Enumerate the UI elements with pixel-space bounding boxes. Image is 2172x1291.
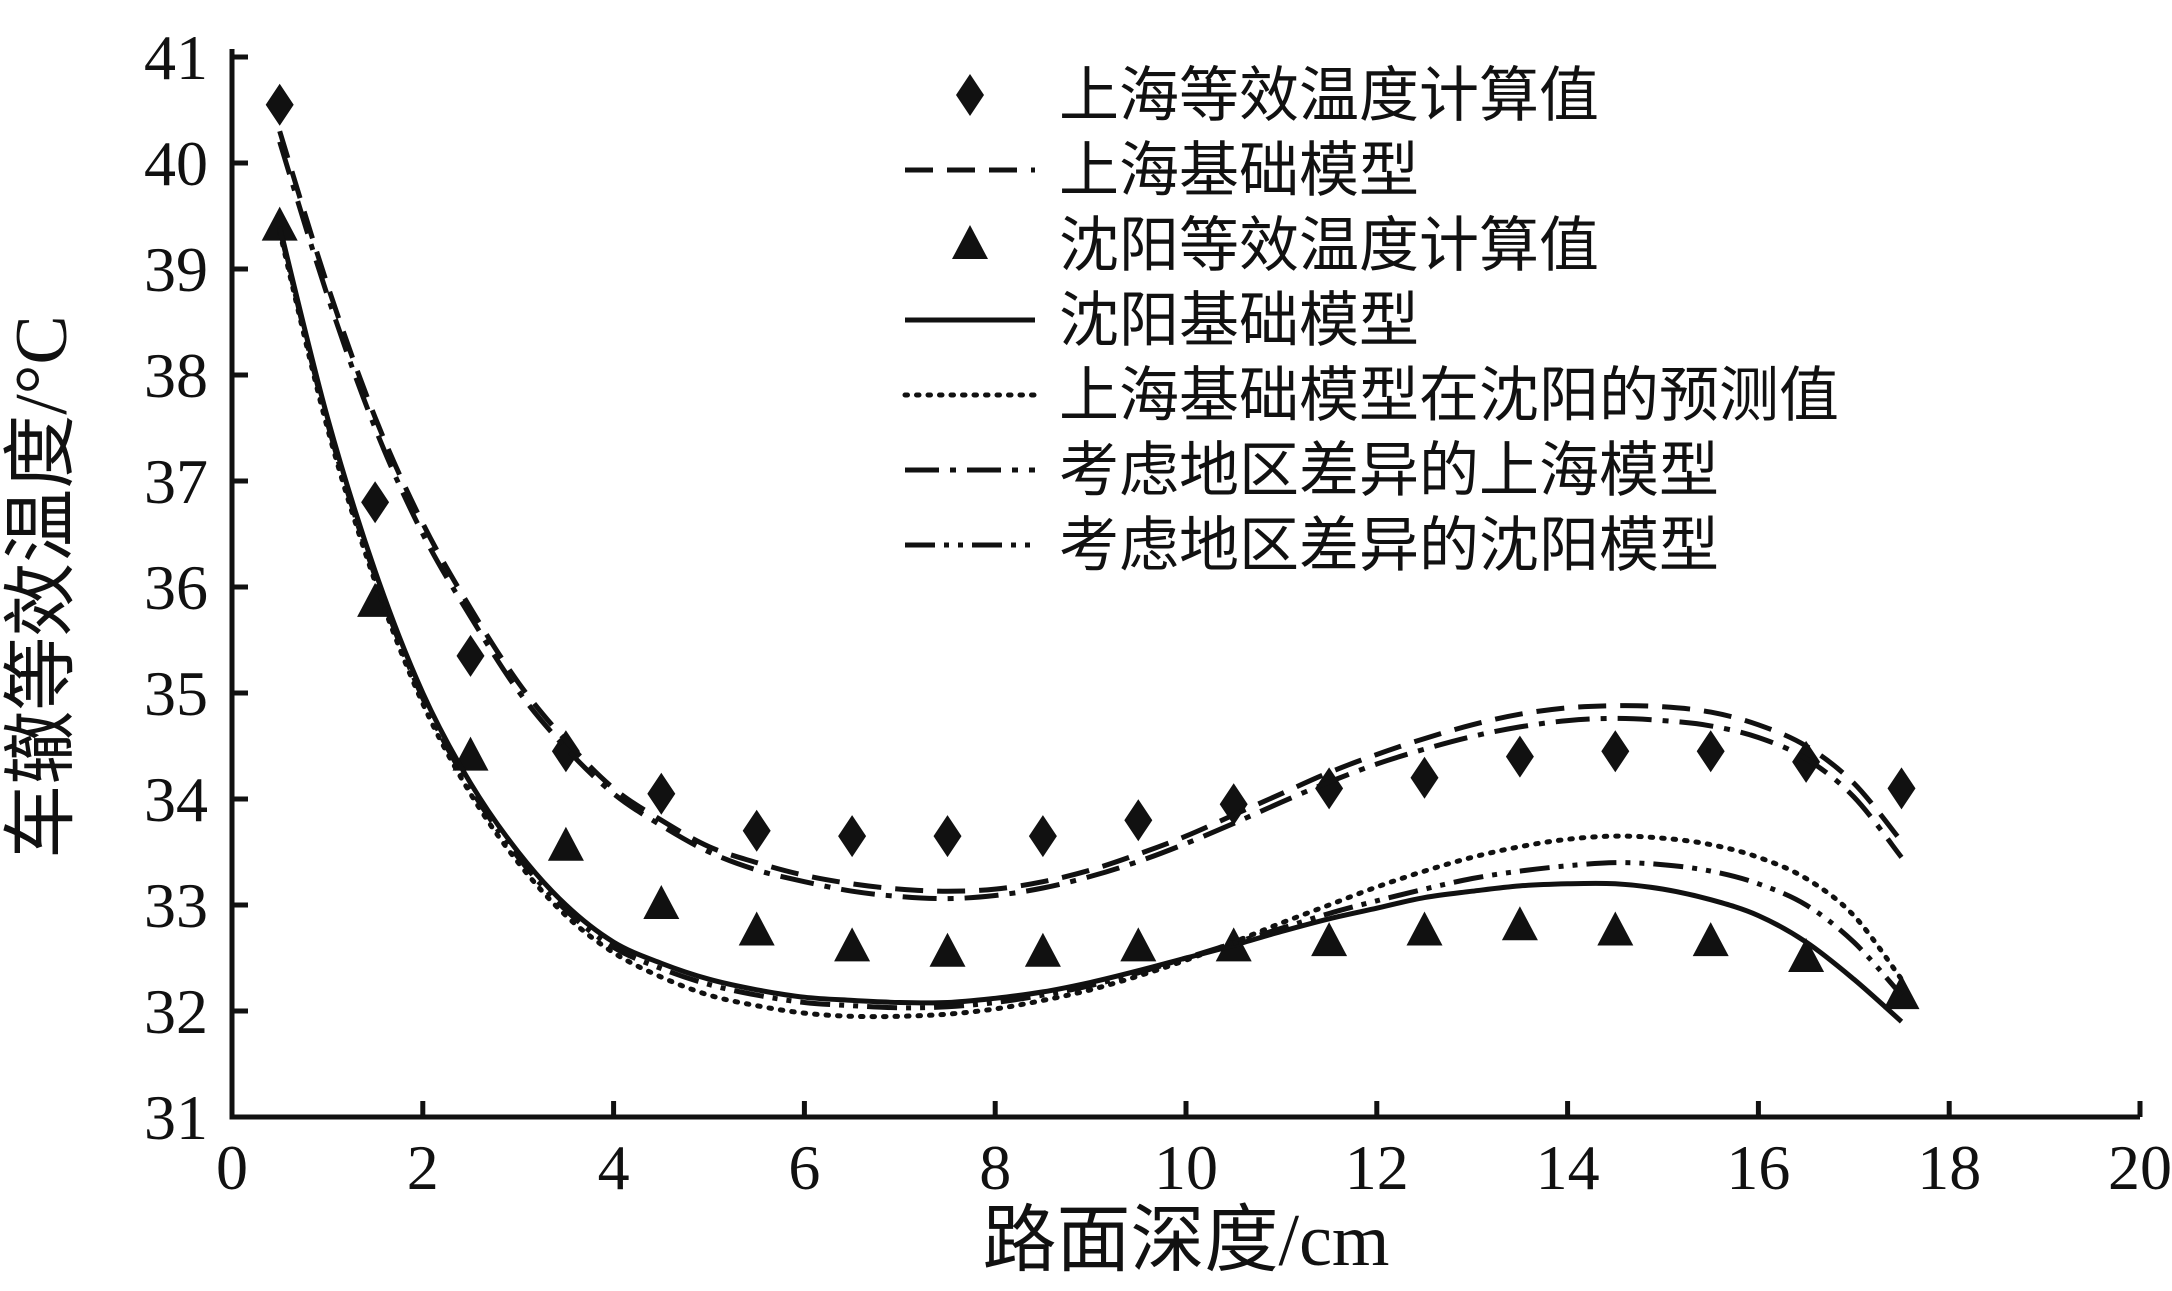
x-tick-label: 6 <box>788 1132 820 1203</box>
legend: 上海等效温度计算值上海基础模型沈阳等效温度计算值沈阳基础模型上海基础模型在沈阳的… <box>902 63 1839 579</box>
x-tick-label: 4 <box>598 1132 630 1203</box>
legend-label: 上海基础模型 <box>1059 138 1419 204</box>
x-tick-label: 14 <box>1536 1132 1600 1203</box>
legend-row-2: 沈阳等效温度计算值 <box>952 213 1599 279</box>
y-tick-label: 39 <box>144 234 208 305</box>
y-tick-label: 35 <box>144 658 208 729</box>
y-tick-label: 31 <box>144 1082 208 1153</box>
x-tick-label: 12 <box>1345 1132 1409 1203</box>
y-tick-label: 40 <box>144 128 208 199</box>
series-6 <box>277 228 1904 1011</box>
x-axis-label: 路面深度/cm <box>983 1200 1390 1282</box>
series-3 <box>277 225 1904 1024</box>
y-tick-label: 32 <box>144 976 208 1047</box>
series-1 <box>277 130 1904 894</box>
x-tick-label: 10 <box>1154 1132 1218 1203</box>
y-tick-label: 37 <box>144 446 208 517</box>
legend-label: 上海基础模型在沈阳的预测值 <box>1059 363 1839 429</box>
series-4 <box>277 229 1904 1020</box>
legend-label: 考虑地区差异的上海模型 <box>1059 438 1719 504</box>
legend-row-5: 考虑地区差异的上海模型 <box>905 438 1719 504</box>
y-tick-label: 38 <box>144 340 208 411</box>
legend-row-0: 上海等效温度计算值 <box>956 63 1599 129</box>
legend-label: 考虑地区差异的沈阳模型 <box>1059 513 1719 579</box>
legend-row-4: 上海基础模型在沈阳的预测值 <box>902 363 1839 429</box>
y-axis-label: 车辙等效温度/°C <box>1 315 83 859</box>
x-tick-label: 20 <box>2108 1132 2172 1203</box>
axes <box>229 49 2143 1120</box>
y-tick-label: 41 <box>144 22 208 93</box>
y-tick-label: 34 <box>144 764 208 835</box>
legend-label: 上海等效温度计算值 <box>1059 63 1599 129</box>
x-tick-label: 16 <box>1726 1132 1790 1203</box>
x-tick-label: 2 <box>407 1132 439 1203</box>
legend-label: 沈阳等效温度计算值 <box>1059 213 1599 279</box>
series-5 <box>277 141 1904 902</box>
legend-row-6: 考虑地区差异的沈阳模型 <box>905 513 1719 579</box>
legend-row-3: 沈阳基础模型 <box>905 288 1419 354</box>
legend-row-1: 上海基础模型 <box>905 138 1419 204</box>
x-tick-label: 0 <box>216 1132 248 1203</box>
y-tick-label: 36 <box>144 552 208 623</box>
x-tick-label: 18 <box>1917 1132 1981 1203</box>
tick-labels: 0 2 4 6 8 10 12 14 16 18 20 31 32 33 34 35 36 37 38 39 40 41 <box>144 22 2172 1203</box>
legend-label: 沈阳基础模型 <box>1059 288 1419 354</box>
x-tick-label: 8 <box>979 1132 1011 1203</box>
series-0 <box>265 83 1916 858</box>
y-tick-label: 33 <box>144 870 208 941</box>
